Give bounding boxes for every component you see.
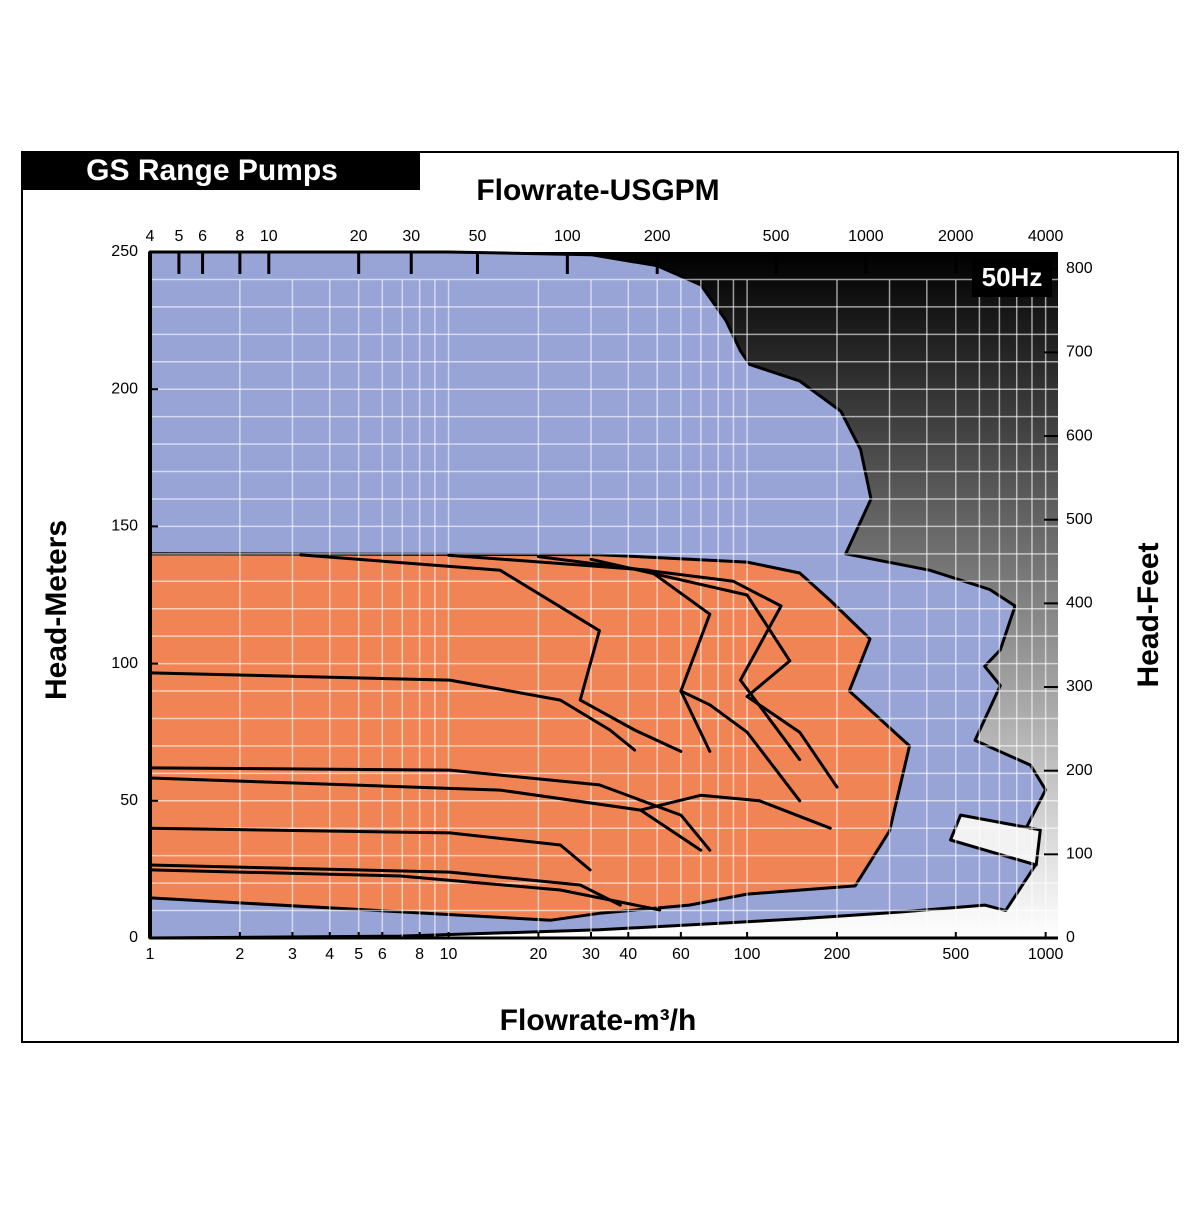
x2-tick-label: 10 <box>260 228 278 245</box>
x2-tick-label: 8 <box>235 228 244 245</box>
y2-tick-label: 300 <box>1066 678 1093 695</box>
pump-curve <box>148 776 703 852</box>
plot <box>148 250 1058 940</box>
y2-tick-label: 500 <box>1066 511 1093 528</box>
y2-tick-label: 0 <box>1066 929 1075 946</box>
x2-axis-title: Flowrate-USGPM <box>476 174 719 207</box>
pump-curve <box>299 553 683 753</box>
x-tick-label: 200 <box>824 946 851 963</box>
chart-title: GS Range Pumps <box>86 154 338 187</box>
pump-curve <box>148 863 622 907</box>
pump-curve <box>148 766 712 852</box>
badge: 50Hz <box>982 262 1043 292</box>
pump-curve <box>639 793 832 830</box>
x2-tick-label: 500 <box>763 228 790 245</box>
title-box <box>22 152 420 190</box>
x2-tick-label: 200 <box>644 228 671 245</box>
x2-tick-label: 6 <box>198 228 207 245</box>
pump-curve <box>447 553 712 753</box>
y-tick-label: 50 <box>120 792 138 809</box>
y-tick-label: 0 <box>129 929 138 946</box>
y2-tick-label: 800 <box>1066 260 1093 277</box>
x-tick-label: 6 <box>378 946 387 963</box>
x2-tick-label: 4 <box>146 228 155 245</box>
x2-tick-label: 5 <box>174 228 183 245</box>
y2-tick-label: 700 <box>1066 344 1093 361</box>
pump-curve <box>679 689 802 803</box>
x-tick-label: 1000 <box>1028 946 1064 963</box>
pump-curve <box>148 868 662 912</box>
x-tick-label: 8 <box>415 946 424 963</box>
y-tick-label: 200 <box>111 380 138 397</box>
pump-curve <box>589 557 839 789</box>
pump-curve <box>148 671 637 752</box>
y-tick-label: 150 <box>111 518 138 535</box>
x-tick-label: 1 <box>146 946 155 963</box>
x-tick-label: 40 <box>619 946 637 963</box>
x2-tick-label: 30 <box>402 228 420 245</box>
y-tick-label: 250 <box>111 243 138 260</box>
x-tick-label: 20 <box>530 946 548 963</box>
x-tick-label: 60 <box>672 946 690 963</box>
x-tick-label: 10 <box>440 946 458 963</box>
y2-tick-label: 200 <box>1066 762 1093 779</box>
x2-tick-label: 1000 <box>848 228 884 245</box>
y-axis-title: Head-Meters <box>40 520 73 700</box>
x-tick-label: 3 <box>288 946 297 963</box>
y2-tick-label: 100 <box>1066 846 1093 863</box>
x-tick-label: 5 <box>354 946 363 963</box>
x2-tick-label: 50 <box>469 228 487 245</box>
badge-box <box>972 259 1052 297</box>
x-tick-label: 2 <box>235 946 244 963</box>
pump-curve <box>148 826 592 872</box>
y2-tick-label: 400 <box>1066 595 1093 612</box>
x-tick-label: 30 <box>582 946 600 963</box>
x-tick-label: 4 <box>325 946 334 963</box>
x2-tick-label: 20 <box>350 228 368 245</box>
x-tick-label: 500 <box>942 946 969 963</box>
x-tick-label: 100 <box>734 946 761 963</box>
y-tick-label: 100 <box>111 655 138 672</box>
x2-tick-label: 2000 <box>938 228 974 245</box>
x2-tick-label: 100 <box>554 228 581 245</box>
y2-axis-title: Head-Feet <box>1132 542 1165 687</box>
x-axis-title: Flowrate-m³/h <box>500 1004 697 1037</box>
x2-tick-label: 4000 <box>1028 228 1064 245</box>
y2-tick-label: 600 <box>1066 427 1093 444</box>
